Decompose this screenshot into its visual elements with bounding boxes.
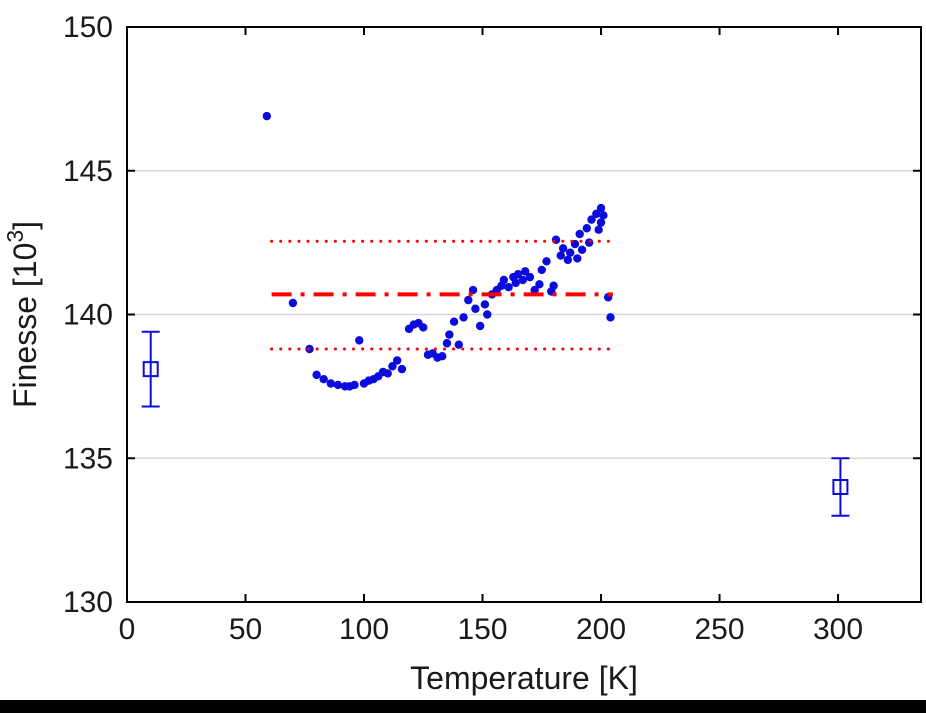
x-tick-label: 0 <box>119 613 136 646</box>
x-tick-label: 50 <box>229 613 262 646</box>
y-tick-label: 150 <box>63 11 113 44</box>
errorbar-points <box>141 330 850 517</box>
x-tick-label: 250 <box>695 613 745 646</box>
x-ticks: 0 50 100 150 200 250 300 <box>119 27 863 646</box>
bottom-black-bar <box>0 700 926 713</box>
x-tick-label: 150 <box>457 613 507 646</box>
x-tick-label: 300 <box>813 613 863 646</box>
gridlines <box>127 170 921 459</box>
x-axis-label: Temperature [K] <box>410 660 638 696</box>
y-tick-label: 130 <box>63 586 113 619</box>
y-axis-label: Finesse [103] <box>2 221 43 408</box>
x-tick-label: 200 <box>576 613 626 646</box>
x-tick-label: 100 <box>339 613 389 646</box>
y-ticks: 130 135 140 145 150 <box>63 11 921 619</box>
y-tick-label: 140 <box>63 299 113 332</box>
y-tick-label: 135 <box>63 442 113 475</box>
y-tick-label: 145 <box>63 155 113 188</box>
